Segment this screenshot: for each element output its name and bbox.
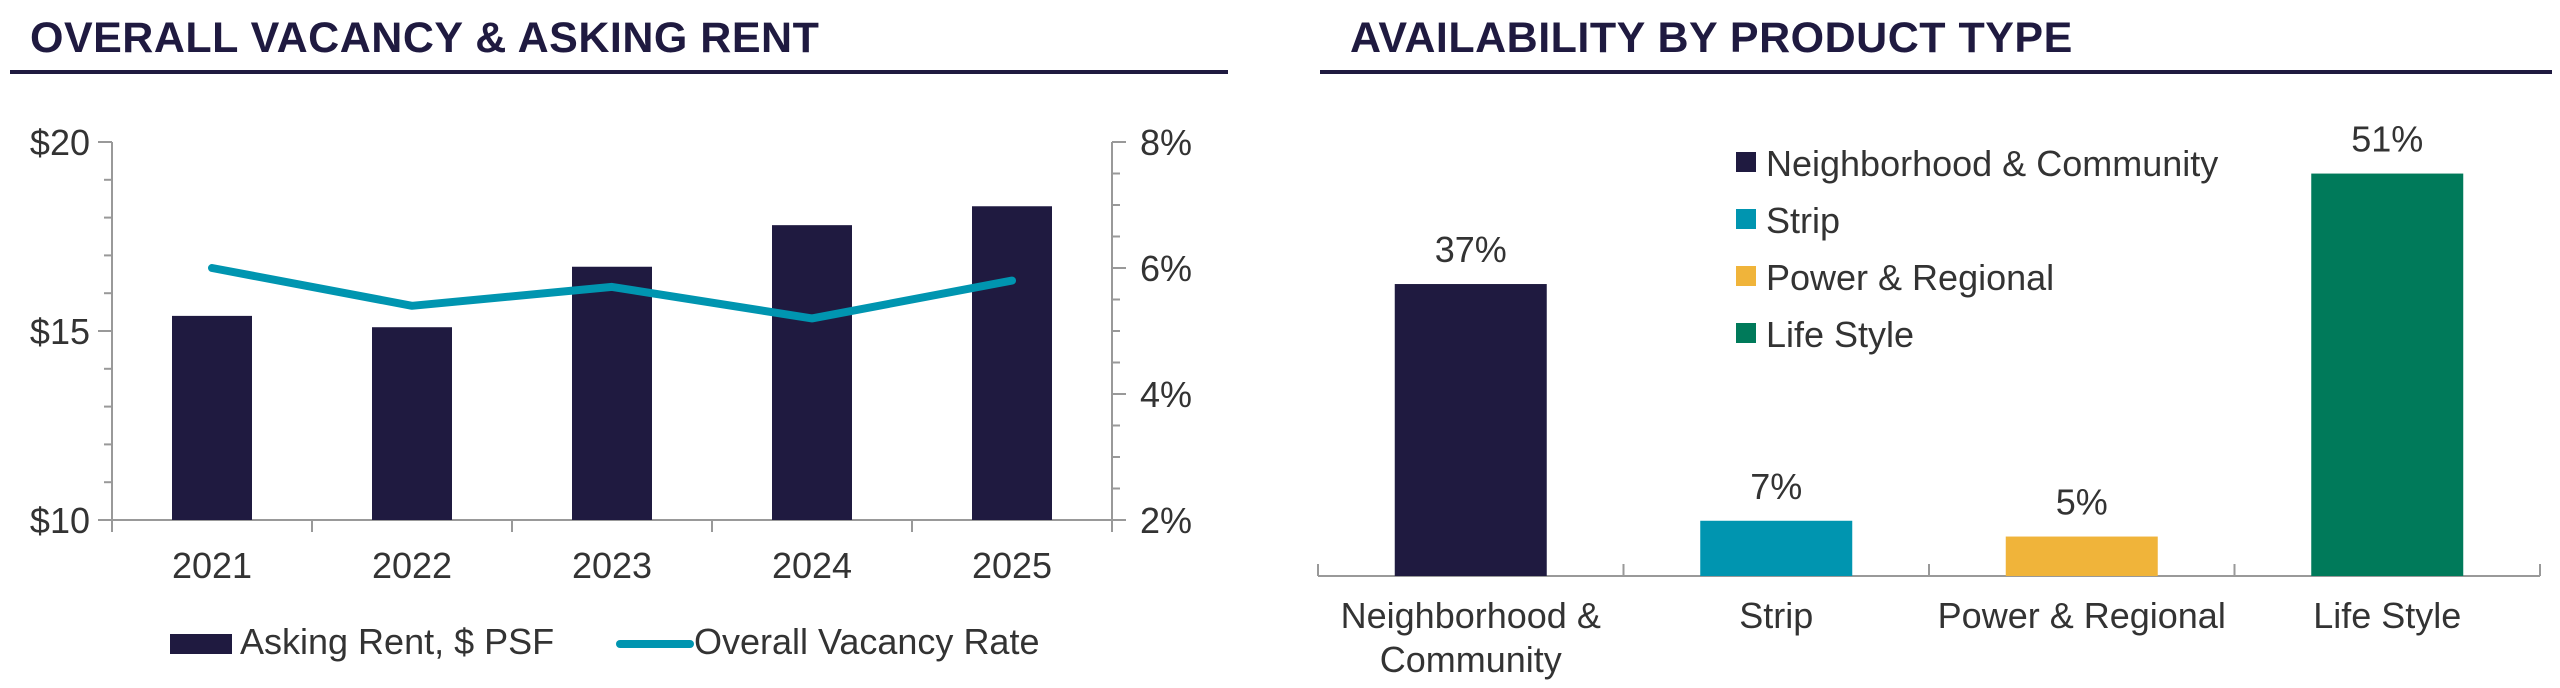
legend-swatch xyxy=(1736,266,1756,286)
left-y-tick-label: $10 xyxy=(30,500,90,541)
vacancy-rent-chart: $10 $15 $20 2% 4% 6% 8% 2021 2022 2023 2024 2025 Ask… xyxy=(30,122,1192,662)
availability-bar xyxy=(1700,520,1853,576)
availability-bar xyxy=(1394,284,1547,576)
x-tick-label: 2021 xyxy=(172,545,252,586)
legend-label: Neighborhood & Community xyxy=(1766,143,2218,184)
x-tick-label: Community xyxy=(1380,639,1562,680)
bar-data-label: 7% xyxy=(1750,466,1802,507)
right-y-tick-label: 6% xyxy=(1140,248,1192,289)
x-tick-label: 2022 xyxy=(372,545,452,586)
x-tick-label: Neighborhood & xyxy=(1341,595,1601,636)
availability-title: AVAILABILITY BY PRODUCT TYPE xyxy=(1350,14,2073,62)
asking-rent-bar xyxy=(772,225,852,520)
legend-label: Power & Regional xyxy=(1766,257,2054,298)
x-tick-label: 2025 xyxy=(972,545,1052,586)
legend-swatch-asking-rent xyxy=(170,634,232,654)
legend-label-asking-rent: Asking Rent, $ PSF xyxy=(240,621,554,662)
vacancy-rent-title-rule xyxy=(10,70,1228,74)
asking-rent-bar xyxy=(372,327,452,520)
availability-chart: 37% Neighborhood &Community 7% Strip 5% Power… xyxy=(1317,119,2541,680)
bar-data-label: 37% xyxy=(1435,229,1507,270)
vacancy-rent-panel: OVERALL VACANCY & ASKING RENT $10 $15 $20 2… xyxy=(0,0,1240,688)
left-y-tick-label: $20 xyxy=(30,122,90,163)
asking-rent-bar xyxy=(972,206,1052,520)
availability-bar xyxy=(2005,536,2158,576)
right-y-tick-label: 4% xyxy=(1140,374,1192,415)
bar-data-label: 5% xyxy=(2056,482,2108,523)
x-tick-label: 2023 xyxy=(572,545,652,586)
availability-bar xyxy=(2311,173,2464,576)
legend-swatch xyxy=(1736,209,1756,229)
left-y-tick-label: $15 xyxy=(30,311,90,352)
availability-title-rule xyxy=(1320,70,2552,74)
asking-rent-bar xyxy=(572,266,652,520)
vacancy-rate-line xyxy=(208,264,1016,323)
bar-data-label: 51% xyxy=(2351,119,2423,160)
legend-label: Life Style xyxy=(1766,314,1914,355)
x-tick-label: Power & Regional xyxy=(1938,595,2226,636)
availability-panel: AVAILABILITY BY PRODUCT TYPE 37% Neighbor… xyxy=(1310,0,2560,688)
asking-rent-bar xyxy=(172,315,252,520)
right-y-tick-label: 2% xyxy=(1140,500,1192,541)
legend-swatch xyxy=(1736,323,1756,343)
x-tick-label: Life Style xyxy=(2313,595,2461,636)
legend-label: Strip xyxy=(1766,200,1840,241)
x-tick-label: Strip xyxy=(1739,595,1813,636)
legend-swatch xyxy=(1736,152,1756,172)
vacancy-rent-title: OVERALL VACANCY & ASKING RENT xyxy=(30,14,820,62)
x-tick-label: 2024 xyxy=(772,545,852,586)
right-y-tick-label: 8% xyxy=(1140,122,1192,163)
legend-label-vacancy-rate: Overall Vacancy Rate xyxy=(694,621,1039,662)
